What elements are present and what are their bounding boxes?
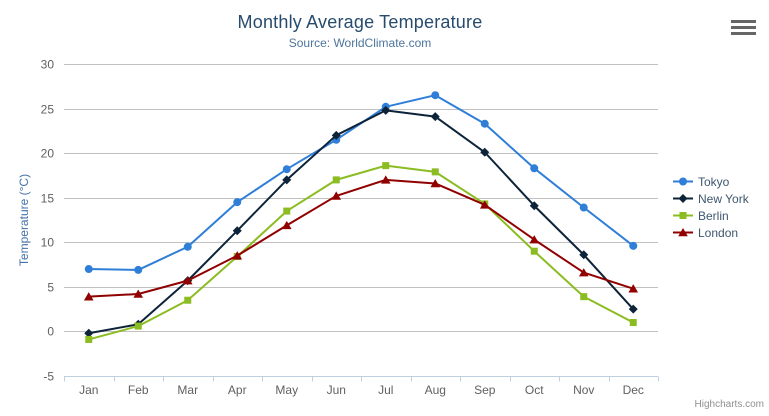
point-marker[interactable] [431, 168, 439, 176]
x-axis-label: Feb [128, 383, 149, 397]
point-marker[interactable] [85, 335, 93, 343]
y-axis-label: 5 [47, 281, 54, 295]
x-axis-label: Nov [573, 383, 594, 397]
point-marker [679, 177, 687, 186]
point-marker[interactable] [133, 289, 144, 298]
point-marker[interactable] [530, 247, 538, 255]
series-line[interactable] [88, 109, 634, 335]
point-marker[interactable] [629, 319, 637, 327]
legend-label: London [698, 225, 739, 240]
x-axis-label: Jun [327, 383, 346, 397]
point-marker[interactable] [281, 220, 292, 230]
x-axis-label: Apr [228, 383, 247, 397]
hamburger-icon [731, 26, 756, 29]
y-axis-label: 25 [41, 103, 55, 117]
point-marker[interactable] [83, 292, 94, 301]
chart-subtitle: Source: WorldClimate.com [288, 36, 432, 50]
legend-item-new-york[interactable]: New York [673, 190, 749, 207]
point-marker[interactable] [182, 276, 193, 285]
point-marker[interactable] [283, 207, 291, 215]
x-axis-label: Jul [378, 383, 393, 397]
point-marker[interactable] [628, 284, 639, 293]
point-marker[interactable] [84, 265, 93, 274]
hamburger-icon [731, 20, 756, 23]
diamond-legend-marker-icon [673, 194, 693, 203]
credits-link[interactable]: Highcharts.com [694, 399, 764, 410]
legend: Tokyo New York Berlin London [673, 173, 749, 241]
y-axis-label: 20 [41, 147, 55, 161]
y-axis-label: 15 [41, 192, 55, 206]
point-marker [679, 212, 687, 219]
legend-label: Tokyo [698, 174, 730, 189]
circle-legend-marker-icon [673, 177, 693, 186]
series-line[interactable] [88, 94, 634, 271]
square-legend-marker-icon [673, 212, 693, 219]
point-marker[interactable] [529, 235, 540, 244]
y-axis-title: Temperature (°C) [17, 173, 31, 267]
point-marker[interactable] [430, 112, 440, 122]
legend-label: Berlin [698, 208, 729, 223]
x-axis-label: Dec [623, 383, 644, 397]
series-new-york [84, 105, 638, 338]
x-axis-label: Mar [177, 383, 198, 397]
point-marker[interactable] [381, 105, 391, 115]
point-marker[interactable] [331, 130, 341, 140]
point-marker[interactable] [480, 119, 489, 128]
point-marker[interactable] [232, 251, 243, 260]
point-marker[interactable] [134, 322, 142, 330]
point-marker[interactable] [282, 165, 291, 174]
point-marker[interactable] [282, 175, 292, 185]
point-marker[interactable] [431, 91, 440, 100]
y-axis-label: 0 [47, 325, 54, 339]
legend-item-london[interactable]: London [673, 224, 749, 241]
point-marker[interactable] [629, 241, 638, 250]
legend-label: New York [698, 191, 749, 206]
point-marker[interactable] [479, 200, 490, 209]
point-marker[interactable] [233, 198, 242, 207]
point-marker[interactable] [578, 268, 589, 277]
point-marker[interactable] [579, 203, 588, 212]
point-marker[interactable] [529, 201, 539, 211]
series-london [83, 175, 639, 301]
point-marker[interactable] [84, 328, 94, 338]
y-axis-label: 10 [41, 236, 55, 250]
point-marker[interactable] [580, 293, 588, 301]
point-marker[interactable] [530, 164, 539, 173]
point-marker[interactable] [382, 162, 390, 170]
x-axis-label: Aug [425, 383, 446, 397]
x-axis-label: Oct [525, 383, 544, 397]
point-marker[interactable] [232, 226, 242, 236]
point-marker[interactable] [183, 242, 192, 251]
x-axis-label: Jan [79, 383, 98, 397]
point-marker[interactable] [480, 147, 490, 157]
x-axis-label: May [275, 383, 298, 397]
series-tokyo [84, 91, 638, 274]
point-marker[interactable] [331, 191, 342, 200]
point-marker[interactable] [430, 178, 441, 188]
series-line[interactable] [88, 178, 634, 298]
hamburger-icon [731, 32, 756, 35]
point-marker [678, 228, 688, 237]
point-marker[interactable] [332, 176, 340, 184]
point-marker[interactable] [579, 250, 589, 260]
point-marker[interactable] [134, 265, 143, 274]
series-line[interactable] [88, 164, 634, 341]
x-axis-label: Sep [474, 383, 496, 397]
point-marker [678, 194, 688, 203]
y-axis-label: 30 [41, 58, 55, 72]
y-axis-label: -5 [43, 370, 54, 384]
chart-title: Monthly Average Temperature [237, 12, 483, 32]
export-menu-button[interactable] [731, 20, 757, 35]
legend-item-berlin[interactable]: Berlin [673, 207, 749, 224]
point-marker[interactable] [380, 175, 391, 184]
point-marker[interactable] [628, 304, 638, 314]
triangle-legend-marker-icon [673, 228, 693, 237]
point-marker[interactable] [184, 296, 192, 304]
legend-item-tokyo[interactable]: Tokyo [673, 173, 749, 190]
